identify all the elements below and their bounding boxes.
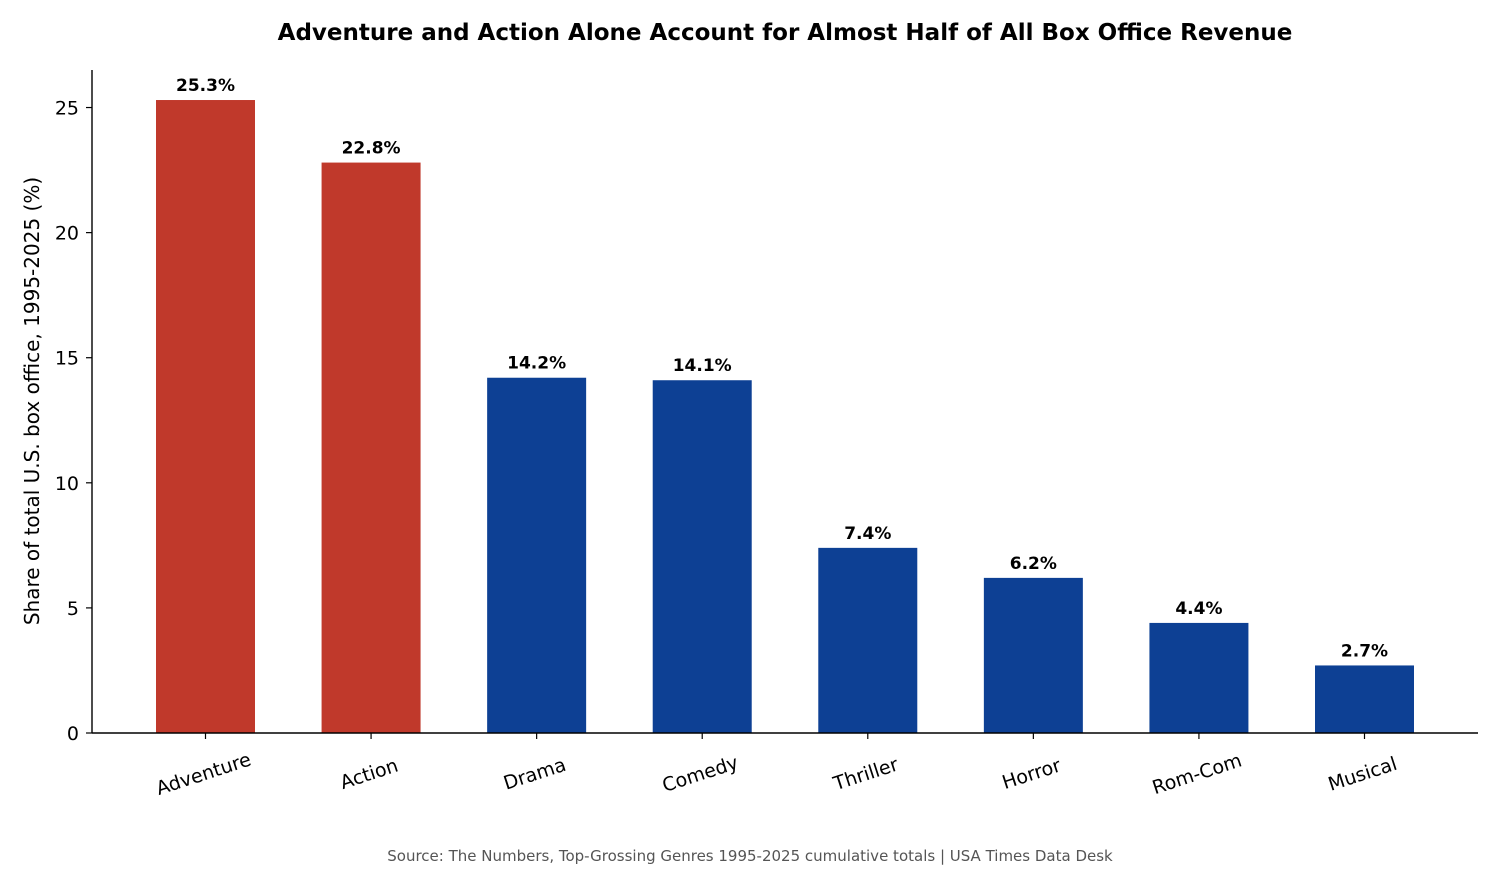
bar-value-label: 6.2% bbox=[1010, 554, 1057, 574]
bar-thriller bbox=[818, 547, 918, 733]
bar-value-label: 4.4% bbox=[1175, 599, 1222, 619]
x-tick-label: Action bbox=[338, 755, 401, 794]
bar-horror bbox=[983, 577, 1083, 733]
bar-value-label: 25.3% bbox=[176, 76, 235, 96]
y-axis-label: Share of total U.S. box office, 1995-202… bbox=[20, 177, 44, 625]
x-tick-label: Musical bbox=[1325, 753, 1399, 796]
bar-action bbox=[321, 162, 421, 733]
x-tick-label: Comedy bbox=[660, 752, 741, 797]
bar-drama bbox=[487, 377, 587, 733]
x-tick-label: Thriller bbox=[830, 753, 901, 795]
x-tick-label: Adventure bbox=[154, 749, 254, 800]
bar-comedy bbox=[652, 380, 752, 733]
y-tick-label: 5 bbox=[67, 598, 79, 620]
bar-value-label: 2.7% bbox=[1341, 641, 1388, 661]
plot-area: 25.3% Adventure 22.8% Action 14.2% Drama 14.1%… bbox=[55, 70, 1478, 800]
y-tick-label: 0 bbox=[67, 723, 79, 745]
x-tick-label: Rom-Com bbox=[1150, 750, 1245, 800]
y-tick-label: 15 bbox=[55, 348, 79, 370]
chart-title: Adventure and Action Alone Account for A… bbox=[278, 20, 1293, 46]
bar-value-label: 14.2% bbox=[507, 354, 566, 374]
bar-value-label: 7.4% bbox=[844, 524, 891, 544]
bar-value-label: 14.1% bbox=[673, 356, 732, 376]
y-tick-label: 25 bbox=[55, 98, 79, 120]
bar-value-label: 22.8% bbox=[342, 139, 401, 159]
bar-musical bbox=[1315, 665, 1414, 733]
y-tick-label: 10 bbox=[55, 473, 79, 495]
x-tick-label: Drama bbox=[501, 754, 569, 795]
source-note: Source: The Numbers, Top-Grossing Genres… bbox=[387, 847, 1113, 865]
x-tick-label: Horror bbox=[999, 754, 1063, 794]
bar-adventure bbox=[156, 100, 255, 733]
bar-rom-com bbox=[1149, 622, 1249, 733]
y-tick-label: 20 bbox=[55, 223, 79, 245]
